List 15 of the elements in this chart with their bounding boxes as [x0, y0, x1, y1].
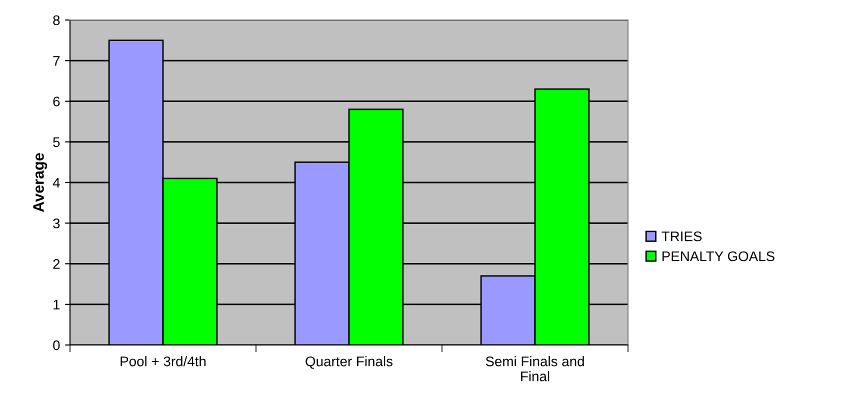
- y-tick-label: 3: [53, 218, 60, 228]
- y-tick-label: 0: [53, 340, 60, 350]
- x-tick-label: Quarter Finals: [306, 356, 392, 369]
- y-tick-label: 1: [54, 300, 60, 310]
- legend-label: TRIES: [662, 231, 702, 242]
- y-tick-label: 2: [53, 259, 60, 269]
- legend-label: PENALTY GOALS: [662, 251, 774, 262]
- y-tick-label: 7: [53, 56, 60, 66]
- y-tick-label: 5: [53, 137, 60, 148]
- y-tick-label: 8: [53, 15, 60, 26]
- y-tick-label: 4: [52, 178, 60, 188]
- x-tick-label: Pool + 3rd/4th: [120, 356, 206, 366]
- x-tick-label: Semi Finals and Final: [486, 356, 584, 382]
- y-tick-label: 6: [53, 96, 60, 106]
- y-axis-title: Average: [33, 153, 47, 212]
